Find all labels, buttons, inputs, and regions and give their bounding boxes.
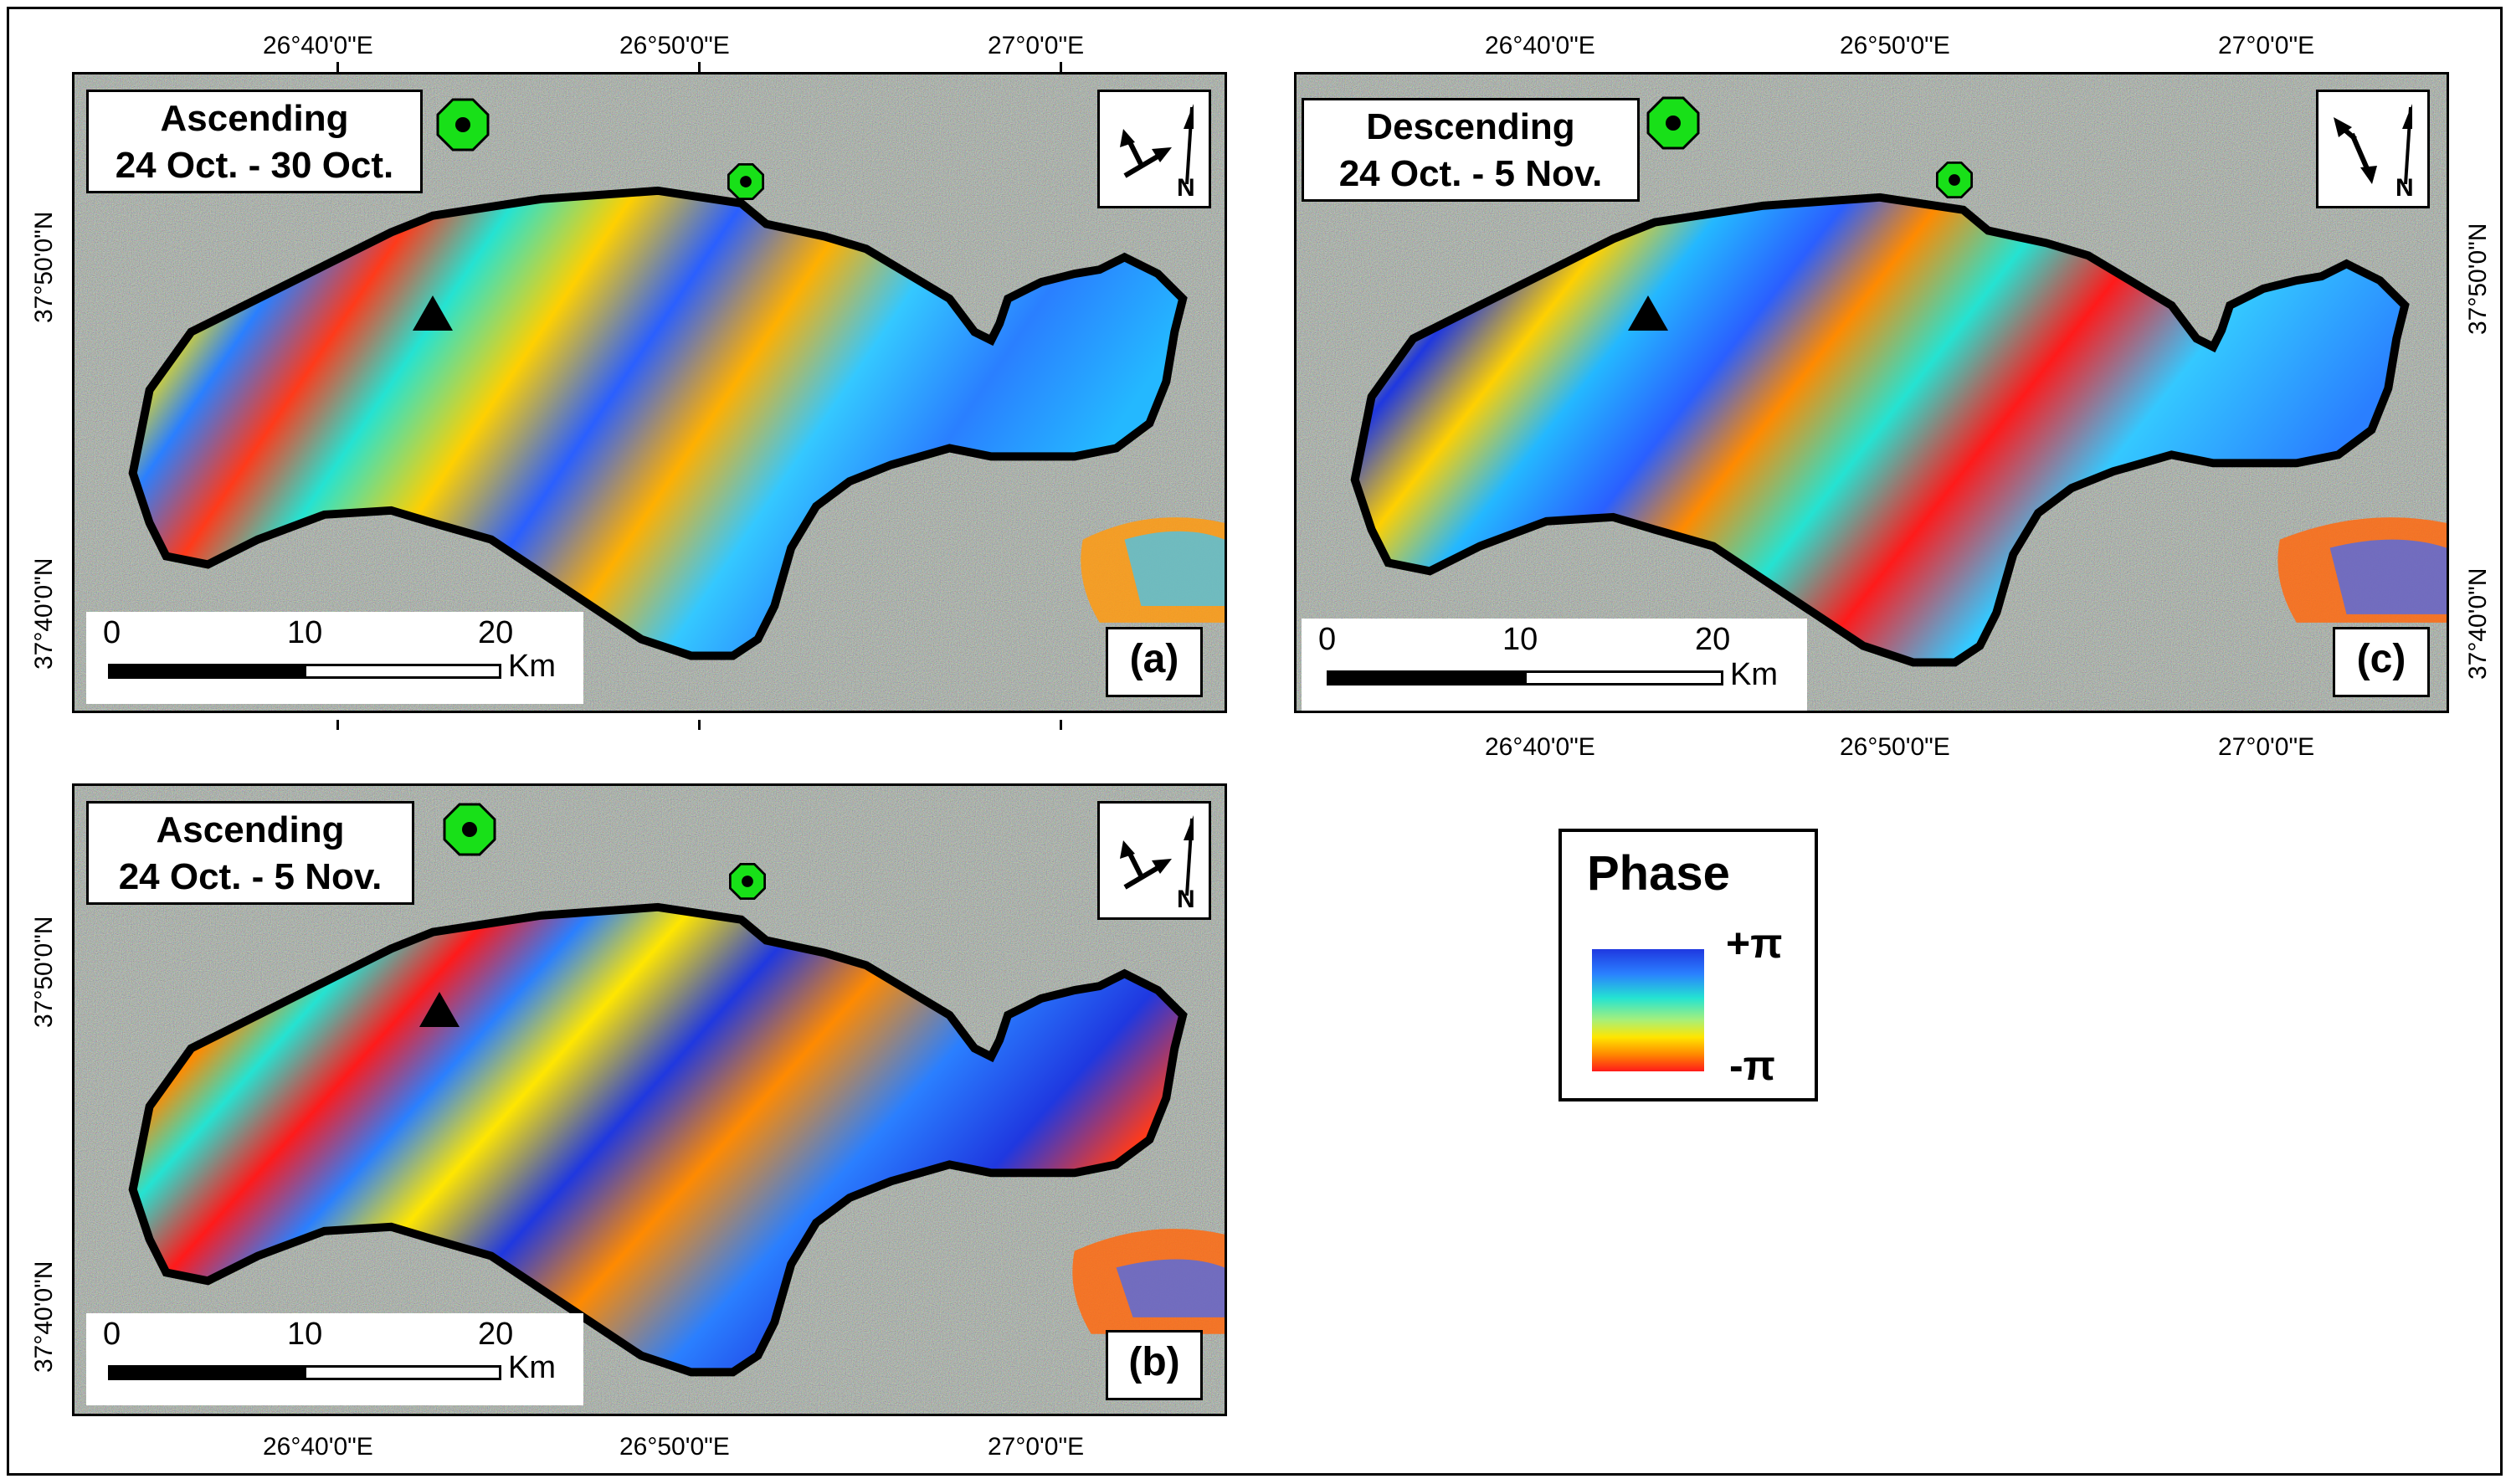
orbit-north-arrow-box: N bbox=[2316, 90, 2430, 208]
panel-title-b: Ascending 24 Oct. - 5 Nov. bbox=[86, 801, 414, 905]
black-triangle-icon bbox=[1628, 295, 1668, 331]
figure-frame bbox=[7, 7, 2503, 1476]
scale-tick-0: 0 bbox=[103, 615, 121, 650]
orbit-heading-icon: N bbox=[1120, 815, 1195, 913]
lat-label-left-a-2: 37°40'0"N bbox=[30, 557, 58, 670]
scale-tick-0: 0 bbox=[1318, 622, 1337, 657]
legend-min-label: -π bbox=[1729, 1042, 1775, 1089]
orbit-direction-label: Ascending bbox=[160, 98, 349, 139]
panel-title-a: Ascending 24 Oct. - 30 Oct. bbox=[86, 90, 423, 193]
phase-color-ramp bbox=[1592, 949, 1704, 1071]
svg-text:N: N bbox=[1177, 886, 1195, 913]
svg-text:N: N bbox=[1177, 174, 1195, 202]
orbit-heading-icon: N bbox=[1120, 104, 1195, 202]
date-range-label: 24 Oct. - 5 Nov. bbox=[118, 856, 383, 897]
scale-tick-0: 0 bbox=[103, 1317, 121, 1352]
scale-unit: Km bbox=[1730, 657, 1778, 692]
lat-label-left-b-2: 37°40'0"N bbox=[30, 1261, 58, 1373]
map-panel-a: Ascending 24 Oct. - 30 Oct. N 0 10 20 Km… bbox=[72, 72, 1227, 713]
green-octagon-icon bbox=[1936, 162, 1973, 198]
panel-label-b: (b) bbox=[1106, 1330, 1203, 1400]
orbit-direction-label: Ascending bbox=[156, 809, 345, 850]
tick-a-top-3 bbox=[1060, 62, 1062, 72]
lon-label-top-c-3: 27°0'0"E bbox=[2218, 32, 2315, 59]
panel-title-c: Descending 24 Oct. - 5 Nov. bbox=[1302, 98, 1640, 202]
scale-tick-20: 20 bbox=[478, 615, 514, 650]
legend-title: Phase bbox=[1587, 846, 1730, 901]
lon-label-bottom-c-2: 26°50'0"E bbox=[1840, 733, 1950, 761]
tick-b-top-3 bbox=[1060, 720, 1062, 730]
scale-bar-box: 0 10 20 Km bbox=[1302, 619, 1807, 711]
scale-bar-white-segment bbox=[304, 664, 501, 679]
lon-label-bottom-b-1: 26°40'0"E bbox=[263, 1433, 373, 1461]
orbit-direction-label: Descending bbox=[1366, 106, 1575, 147]
date-range-label: 24 Oct. - 5 Nov. bbox=[1338, 153, 1603, 194]
tick-b-top-1 bbox=[336, 720, 339, 730]
lon-label-bottom-b-3: 27°0'0"E bbox=[988, 1433, 1085, 1461]
scale-tick-10: 10 bbox=[287, 1317, 323, 1352]
map-panel-b: Ascending 24 Oct. - 5 Nov. N 0 10 20 Km … bbox=[72, 783, 1227, 1416]
green-octagon-icon bbox=[727, 163, 764, 200]
lon-label-top-c-1: 26°40'0"E bbox=[1485, 32, 1595, 59]
panel-label-a: (a) bbox=[1106, 627, 1203, 697]
green-octagon-icon bbox=[436, 98, 490, 151]
scale-tick-20: 20 bbox=[1695, 622, 1731, 657]
orbit-north-arrow-box: N bbox=[1097, 801, 1211, 920]
map-panel-c: Descending 24 Oct. - 5 Nov. N 0 10 20 Km… bbox=[1294, 72, 2449, 713]
scale-unit: Km bbox=[508, 649, 556, 684]
tick-b-top-2 bbox=[698, 720, 701, 730]
scale-bar-box: 0 10 20 Km bbox=[86, 1313, 583, 1405]
lon-label-top-c-2: 26°50'0"E bbox=[1840, 32, 1950, 59]
scale-bar-white-segment bbox=[304, 1365, 501, 1380]
scale-unit: Km bbox=[508, 1350, 556, 1385]
legend-max-label: +π bbox=[1726, 920, 1783, 967]
scale-bar-box: 0 10 20 Km bbox=[86, 612, 583, 704]
date-range-label: 24 Oct. - 30 Oct. bbox=[115, 145, 394, 186]
green-octagon-icon bbox=[729, 863, 766, 900]
lon-label-top-a-2: 26°50'0"E bbox=[619, 32, 730, 59]
scale-bar-black-segment bbox=[1327, 670, 1526, 686]
black-triangle-icon bbox=[413, 295, 453, 331]
phase-legend: Phase +π -π bbox=[1558, 829, 1818, 1101]
tick-a-top-1 bbox=[336, 62, 339, 72]
green-octagon-icon bbox=[1646, 96, 1700, 150]
scale-tick-10: 10 bbox=[1502, 622, 1538, 657]
lon-label-bottom-c-3: 27°0'0"E bbox=[2218, 733, 2315, 761]
lon-label-top-a-3: 27°0'0"E bbox=[988, 32, 1085, 59]
green-octagon-icon bbox=[443, 803, 496, 856]
lon-label-top-a-1: 26°40'0"E bbox=[263, 32, 373, 59]
lon-label-bottom-c-1: 26°40'0"E bbox=[1485, 733, 1595, 761]
lat-label-left-b-1: 37°50'0"N bbox=[30, 916, 58, 1028]
panel-label-c: (c) bbox=[2333, 627, 2430, 697]
svg-text:N: N bbox=[2395, 174, 2414, 202]
scale-tick-20: 20 bbox=[478, 1317, 514, 1352]
scale-tick-10: 10 bbox=[287, 615, 323, 650]
lon-label-bottom-b-2: 26°50'0"E bbox=[619, 1433, 730, 1461]
lat-label-right-c-2: 37°40'0"N bbox=[2464, 567, 2492, 680]
lat-label-left-a-1: 37°50'0"N bbox=[30, 211, 58, 323]
scale-bar-black-segment bbox=[108, 664, 306, 679]
orbit-north-arrow-box: N bbox=[1097, 90, 1211, 208]
scale-bar-black-segment bbox=[108, 1365, 306, 1380]
orbit-heading-icon: N bbox=[2334, 104, 2414, 202]
lat-label-right-c-1: 37°50'0"N bbox=[2464, 223, 2492, 335]
tick-a-top-2 bbox=[698, 62, 701, 72]
scale-bar-white-segment bbox=[1524, 670, 1723, 686]
black-triangle-icon bbox=[419, 992, 460, 1027]
